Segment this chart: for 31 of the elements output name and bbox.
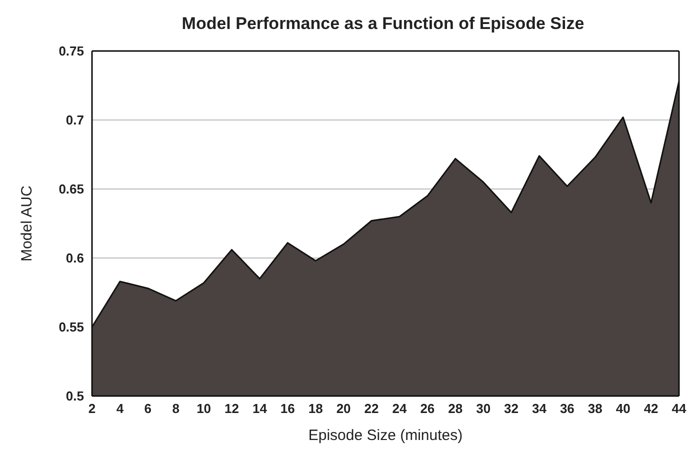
x-tick-label: 12 bbox=[224, 401, 239, 416]
chart-title: Model Performance as a Function of Episode Size bbox=[180, 13, 586, 35]
x-tick-label: 42 bbox=[644, 401, 658, 416]
y-axis-title: Model AUC bbox=[18, 185, 36, 262]
x-tick-label: 20 bbox=[336, 401, 351, 416]
x-tick-label: 10 bbox=[196, 401, 212, 416]
x-tick-label: 22 bbox=[364, 401, 379, 416]
x-tick-label: 38 bbox=[588, 401, 602, 416]
x-tick-label: 14 bbox=[252, 401, 268, 416]
y-tick-label: 0.75 bbox=[58, 44, 84, 59]
x-tick-label: 40 bbox=[616, 401, 630, 416]
y-tick-label: 0.65 bbox=[58, 182, 84, 197]
x-tick-label: 32 bbox=[504, 401, 519, 416]
x-tick-label: 8 bbox=[172, 401, 180, 416]
y-tick-label: 0.6 bbox=[66, 250, 84, 266]
x-tick-label: 24 bbox=[392, 401, 408, 416]
x-tick-label: 34 bbox=[532, 401, 548, 416]
x-tick-label: 16 bbox=[280, 401, 295, 416]
x-tick-label: 44 bbox=[672, 401, 687, 416]
x-tick-label: 28 bbox=[448, 401, 463, 416]
x-tick-label: 2 bbox=[88, 401, 96, 416]
x-tick-label: 36 bbox=[560, 401, 574, 416]
x-tick-label: 18 bbox=[308, 401, 323, 416]
y-tick-label: 0.55 bbox=[58, 320, 84, 335]
x-tick-label: 6 bbox=[144, 401, 152, 416]
y-tick-label: 0.7 bbox=[66, 112, 84, 128]
x-axis-title: Episode Size (minutes) bbox=[308, 427, 463, 444]
x-tick-label: 26 bbox=[420, 401, 435, 416]
x-tick-label: 30 bbox=[476, 401, 491, 416]
x-tick-label: 4 bbox=[116, 401, 124, 416]
y-tick-label: 0.5 bbox=[66, 388, 84, 404]
